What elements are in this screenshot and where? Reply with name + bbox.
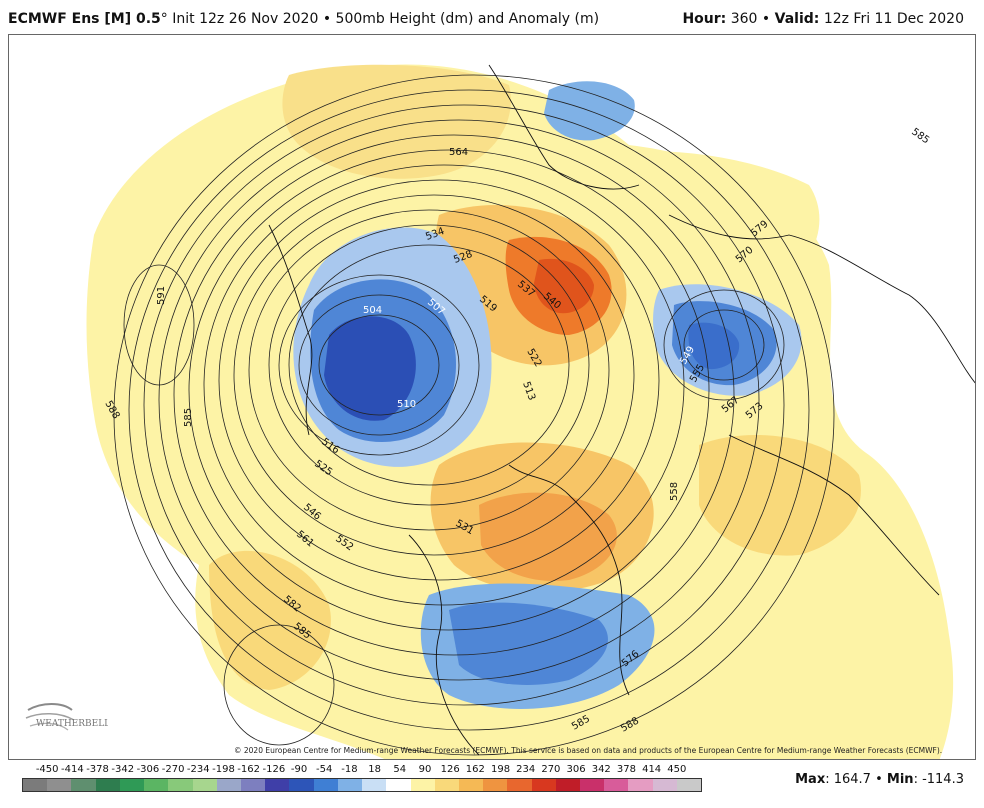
colorbar-swatch <box>434 779 459 791</box>
colorbar-tick-label: -18 <box>341 764 358 775</box>
colorbar-labels: -450 -414 -378 -342 -306 -270 -234 -198 -162 -126… <box>16 764 716 776</box>
min-value: -114.3 <box>922 772 964 787</box>
colorbar-tick-label: -126 <box>262 764 286 775</box>
colorbar-swatch <box>410 779 435 791</box>
contour-label: 564 <box>449 147 468 158</box>
colorbar-swatch <box>604 779 629 791</box>
valid-value: 12z Fri 11 Dec 2020 <box>823 11 964 27</box>
colorbar-swatch <box>71 779 96 791</box>
max-min-stats: Max: 164.7 • Min: -114.3 <box>795 772 964 787</box>
colorbar-tick-label: 162 <box>465 764 485 775</box>
valid-info: Hour: 360 • Valid: 12z Fri 11 Dec 2020 <box>682 11 964 27</box>
svg-text:WEATHERBELL: WEATHERBELL <box>36 719 108 729</box>
colorbar-tick-label: 198 <box>490 764 511 775</box>
colorbar-tick-label: 306 <box>566 764 586 775</box>
map-svg: 564 585 579 570 534 528 537 540 519 522 … <box>86 64 975 759</box>
colorbar-swatch <box>458 779 484 791</box>
valid-label: Valid: <box>774 11 820 27</box>
colorbar-tick-label: -198 <box>212 764 235 775</box>
colorbar-swatch <box>676 779 702 791</box>
colorbar-tick-label: 270 <box>541 764 561 775</box>
colorbar-swatch <box>23 779 48 791</box>
colorbar-swatch <box>240 779 266 791</box>
height-contours <box>113 74 835 756</box>
colorbar-tick-label: -378 <box>86 764 109 775</box>
max-label: Max <box>795 772 826 787</box>
colorbar-tick-label: 126 <box>440 764 460 775</box>
colorbar-swatch <box>652 779 677 791</box>
weatherbell-logo: WEATHERBELL <box>22 700 110 740</box>
colorbar-swatch <box>531 779 556 791</box>
colorbar-tick-label: 18 <box>368 764 381 775</box>
min-label: Min <box>886 772 914 787</box>
colorbar-tick-label: -90 <box>290 764 308 775</box>
anomaly-colorbar <box>22 778 702 792</box>
colorbar-swatch <box>289 779 314 791</box>
coastlines <box>268 64 975 756</box>
colorbar-swatch <box>362 779 387 791</box>
colorbar-tick-label: 378 <box>616 764 636 775</box>
colorbar-tick-label: -234 <box>186 764 210 775</box>
copyright-notice: © 2020 European Centre for Medium-range … <box>234 746 943 755</box>
colorbar-swatch <box>555 779 581 791</box>
colorbar-swatch <box>144 779 169 791</box>
anomaly-shading <box>86 64 954 759</box>
model-name: ECMWF Ens [M] 0.5 <box>8 11 161 27</box>
colorbar-swatch <box>628 779 653 791</box>
chart-title: ECMWF Ens [M] 0.5° Init 12z 26 Nov 2020 … <box>8 11 600 27</box>
colorbar-swatch <box>580 779 605 791</box>
colorbar-swatch <box>483 779 508 791</box>
init-time: Init 12z 26 Nov 2020 <box>172 11 319 27</box>
map-panel: 564 585 579 570 534 528 537 540 519 522 … <box>8 34 976 760</box>
colorbar-tick-label: 90 <box>418 764 432 775</box>
colorbar-tick-label: 414 <box>642 764 662 775</box>
colorbar-swatch <box>192 779 217 791</box>
colorbar-tick-label: -54 <box>316 764 333 775</box>
contour-label: 585 <box>909 126 931 146</box>
colorbar-tick-label: 54 <box>393 764 407 775</box>
colorbar-tick-label: -414 <box>61 764 84 775</box>
colorbar-tick-label: -270 <box>161 764 185 775</box>
colorbar-swatch <box>337 779 363 791</box>
colorbar-swatch <box>168 779 193 791</box>
hour-label: Hour: <box>682 11 727 27</box>
contour-label: 510 <box>397 399 416 410</box>
colorbar-swatch <box>386 779 411 791</box>
colorbar-tick-label: -450 <box>35 764 59 775</box>
hour-value: 360 <box>730 11 758 27</box>
colorbar-tick-label: 450 <box>667 764 687 775</box>
colorbar-tick-label: -306 <box>136 764 160 775</box>
field-name: 500mb Height (dm) and Anomaly (m) <box>335 11 600 27</box>
colorbar-swatch <box>265 779 290 791</box>
contour-label: 591 <box>156 286 167 305</box>
colorbar-swatch <box>119 779 145 791</box>
colorbar-swatch <box>47 779 72 791</box>
colorbar-tick-label: 342 <box>591 764 611 775</box>
colorbar-swatch <box>313 779 338 791</box>
max-value: 164.7 <box>833 772 871 787</box>
colorbar-tick-label: -162 <box>237 764 261 775</box>
colorbar-swatch <box>507 779 532 791</box>
contour-label: 585 <box>183 408 194 427</box>
contour-label: 558 <box>669 482 680 501</box>
colorbar-swatch <box>95 779 120 791</box>
colorbar-tick-label: 234 <box>516 764 536 775</box>
header: ECMWF Ens [M] 0.5° Init 12z 26 Nov 2020 … <box>0 0 984 34</box>
logo-icon: WEATHERBELL <box>25 703 110 731</box>
contour-label: 504 <box>363 305 382 316</box>
colorbar-tick-label: -342 <box>111 764 135 775</box>
colorbar-swatch <box>216 779 241 791</box>
